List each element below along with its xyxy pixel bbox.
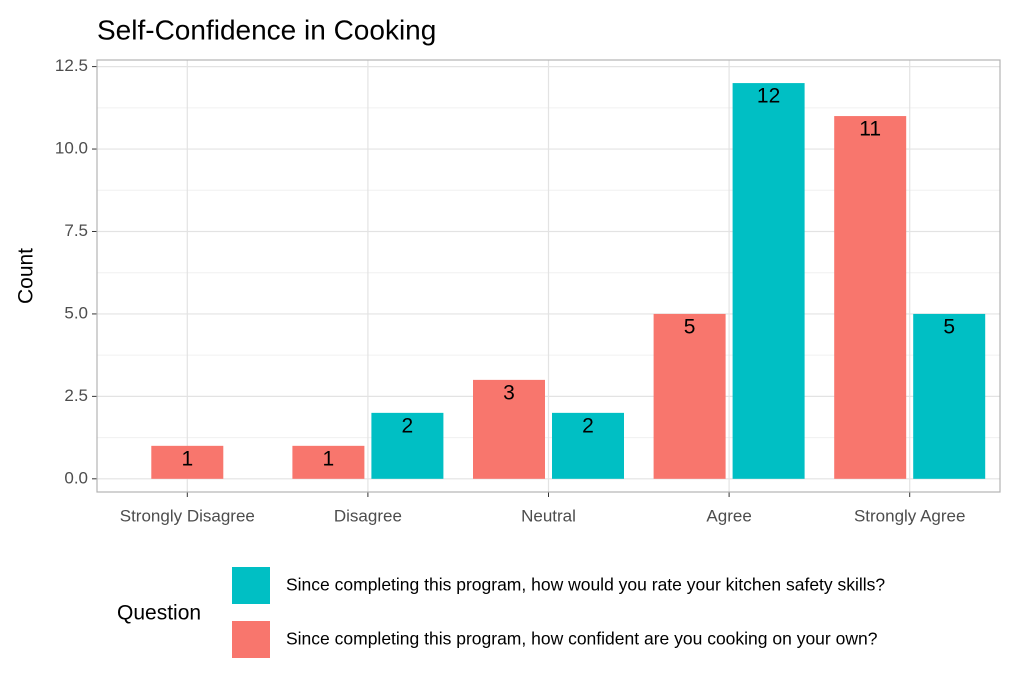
data-label: 2: [582, 414, 594, 437]
y-tick-label: 10.0: [55, 139, 88, 158]
bar: [732, 83, 805, 479]
data-label: 2: [402, 414, 414, 437]
legend-label: Since completing this program, how would…: [286, 575, 885, 595]
data-label: 5: [684, 315, 696, 338]
panel-border: [96, 59, 1001, 493]
data-label: 5: [943, 315, 955, 338]
data-label: 12: [757, 85, 780, 108]
data-label: 11: [859, 118, 881, 141]
y-tick-label: 7.5: [64, 221, 88, 240]
bar: [913, 313, 986, 479]
bar: [292, 445, 365, 479]
bar: [151, 445, 224, 479]
bar: [473, 379, 545, 479]
chart-title: Self-Confidence in Cooking: [97, 14, 436, 45]
legend-swatch: [232, 567, 270, 604]
legend-title: Question: [117, 602, 201, 625]
data-label: 1: [181, 447, 193, 470]
data-label: 3: [503, 381, 515, 404]
x-tick-label: Strongly Agree: [854, 506, 966, 525]
legend-label: Since completing this program, how confi…: [286, 629, 878, 649]
y-axis-label: Count: [15, 248, 38, 304]
y-tick-label: 5.0: [64, 303, 88, 322]
x-tick-label: Neutral: [521, 506, 576, 525]
bar: [653, 313, 726, 479]
bar: [371, 412, 444, 479]
x-tick-label: Strongly Disagree: [120, 506, 255, 525]
x-tick-label: Agree: [706, 506, 751, 525]
bar: [552, 412, 624, 479]
y-tick-label: 0.0: [64, 468, 88, 487]
data-label: 1: [323, 447, 335, 470]
legend-swatch: [232, 621, 270, 658]
x-tick-label: Disagree: [334, 506, 402, 525]
y-tick-label: 12.5: [55, 56, 88, 75]
y-tick-label: 2.5: [64, 386, 88, 405]
bar: [834, 116, 907, 479]
